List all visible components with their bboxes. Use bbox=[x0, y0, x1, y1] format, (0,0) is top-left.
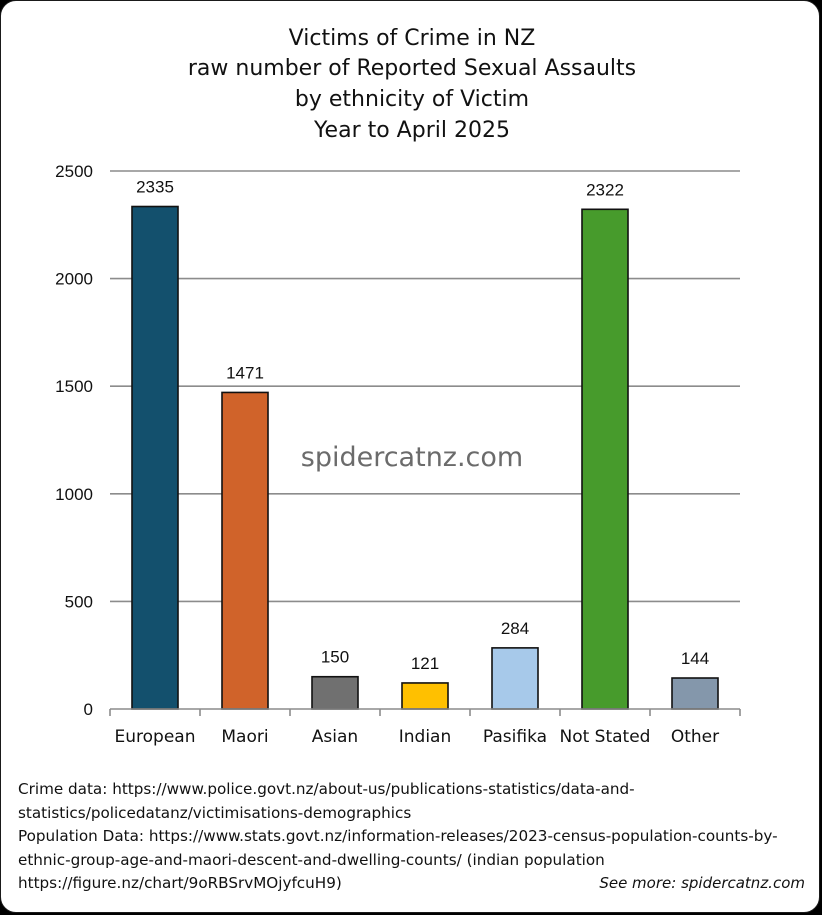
bar-pasifika bbox=[491, 647, 539, 710]
data-label: 150 bbox=[321, 648, 349, 667]
x-category-label: European bbox=[115, 727, 196, 747]
y-tick-label: 0 bbox=[84, 700, 93, 719]
source-line-4: ethnic-group-age-and-maori-descent-and-d… bbox=[18, 850, 605, 869]
bar-chart: Victims of Crime in NZ raw number of Rep… bbox=[55, 26, 741, 747]
chart-title-line-4: Year to April 2025 bbox=[313, 118, 510, 143]
bar-european bbox=[131, 205, 179, 710]
data-label: 144 bbox=[681, 649, 709, 668]
x-category-label: Other bbox=[671, 727, 719, 747]
source-notes: Crime data: https://www.police.govt.nz/a… bbox=[18, 778, 818, 896]
y-tick-label: 2000 bbox=[55, 270, 93, 289]
x-category-label: Asian bbox=[312, 727, 358, 747]
x-axis bbox=[109, 708, 741, 716]
source-line-2: statistics/policedatanz/victimisations-d… bbox=[18, 803, 412, 822]
bar-maori bbox=[221, 391, 269, 710]
watermark-text: spidercatnz.com bbox=[301, 442, 523, 473]
y-axis-tick-labels: 0 500 1000 1500 2000 2500 bbox=[55, 162, 93, 719]
data-label: 2322 bbox=[586, 180, 624, 199]
data-label: 2335 bbox=[136, 178, 174, 197]
x-category-label: Not Stated bbox=[560, 727, 651, 747]
bar-indian bbox=[401, 682, 449, 710]
x-category-label: Maori bbox=[221, 727, 268, 747]
data-label: 284 bbox=[501, 619, 529, 638]
see-more-credit: See more: spidercatnz.com bbox=[599, 874, 805, 892]
y-tick-label: 500 bbox=[65, 592, 93, 611]
bar-not-stated bbox=[581, 208, 629, 710]
x-axis-category-labels: European Maori Asian Indian Pasifika Not Stat… bbox=[115, 727, 720, 747]
gridlines bbox=[110, 170, 740, 603]
chart-title-line-1: Victims of Crime in NZ bbox=[289, 26, 536, 51]
y-tick-label: 1500 bbox=[55, 377, 93, 396]
x-category-label: Pasifika bbox=[483, 727, 547, 747]
chart-title-line-2: raw number of Reported Sexual Assaults bbox=[188, 56, 636, 81]
chart-title: Victims of Crime in NZ raw number of Rep… bbox=[188, 26, 636, 143]
x-category-label: Indian bbox=[399, 727, 452, 747]
chart-title-line-3: by ethnicity of Victim bbox=[295, 87, 529, 112]
data-labels: 2335 1471 150 121 284 2322 144 bbox=[136, 178, 709, 673]
data-label: 121 bbox=[411, 654, 439, 673]
data-label: 1471 bbox=[226, 363, 264, 382]
bar-other bbox=[671, 677, 719, 710]
y-tick-label: 2500 bbox=[55, 162, 93, 181]
bar-asian bbox=[311, 675, 359, 710]
y-tick-label: 1000 bbox=[55, 485, 93, 504]
source-line-1: Crime data: https://www.police.govt.nz/a… bbox=[18, 780, 635, 798]
source-line-5: https://figure.nz/chart/9oRBSrvMOjyfcuH9… bbox=[18, 874, 342, 892]
source-line-3: Population Data: https://www.stats.govt.… bbox=[18, 827, 778, 845]
bars bbox=[131, 205, 719, 710]
